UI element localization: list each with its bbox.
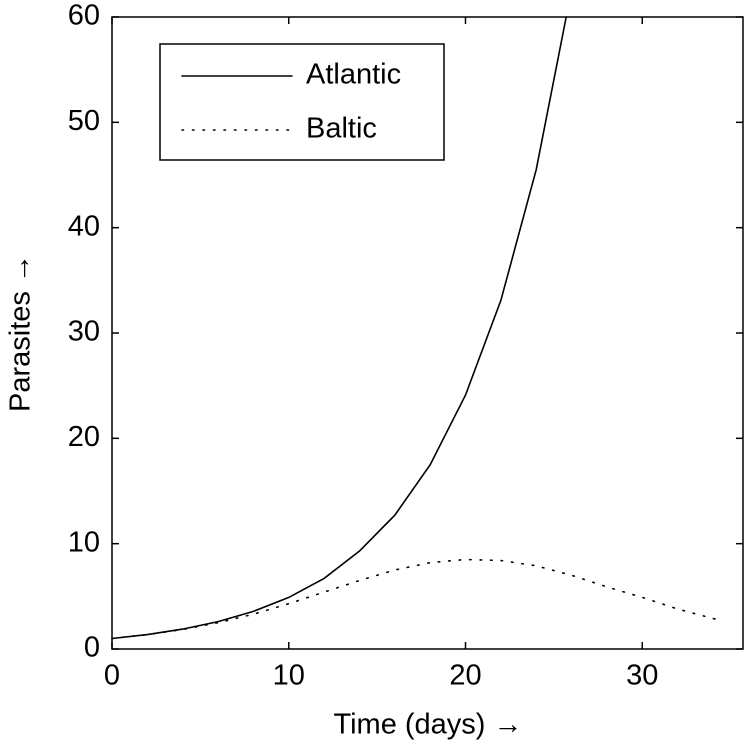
y-tick-label: 40	[68, 210, 100, 242]
y-tick-label: 20	[68, 421, 100, 453]
x-tick-label: 20	[449, 660, 481, 692]
x-tick-label: 10	[273, 660, 305, 692]
legend-label: Atlantic	[306, 59, 401, 91]
y-tick-label: 10	[68, 526, 100, 558]
y-tick-label: 0	[84, 632, 100, 664]
legend-box	[159, 43, 445, 161]
legend-label: Baltic	[306, 113, 377, 145]
x-tick-label: 0	[104, 660, 120, 692]
x-tick-label: 30	[626, 660, 658, 692]
x-axis-label: Time (days) →	[333, 709, 522, 741]
series-line	[111, 558, 723, 640]
series-line	[111, 16, 568, 640]
y-tick-label: 60	[68, 0, 100, 32]
y-tick-label: 30	[68, 316, 100, 348]
y-tick-label: 50	[68, 105, 100, 137]
y-axis-label: Parasites →	[5, 254, 37, 412]
